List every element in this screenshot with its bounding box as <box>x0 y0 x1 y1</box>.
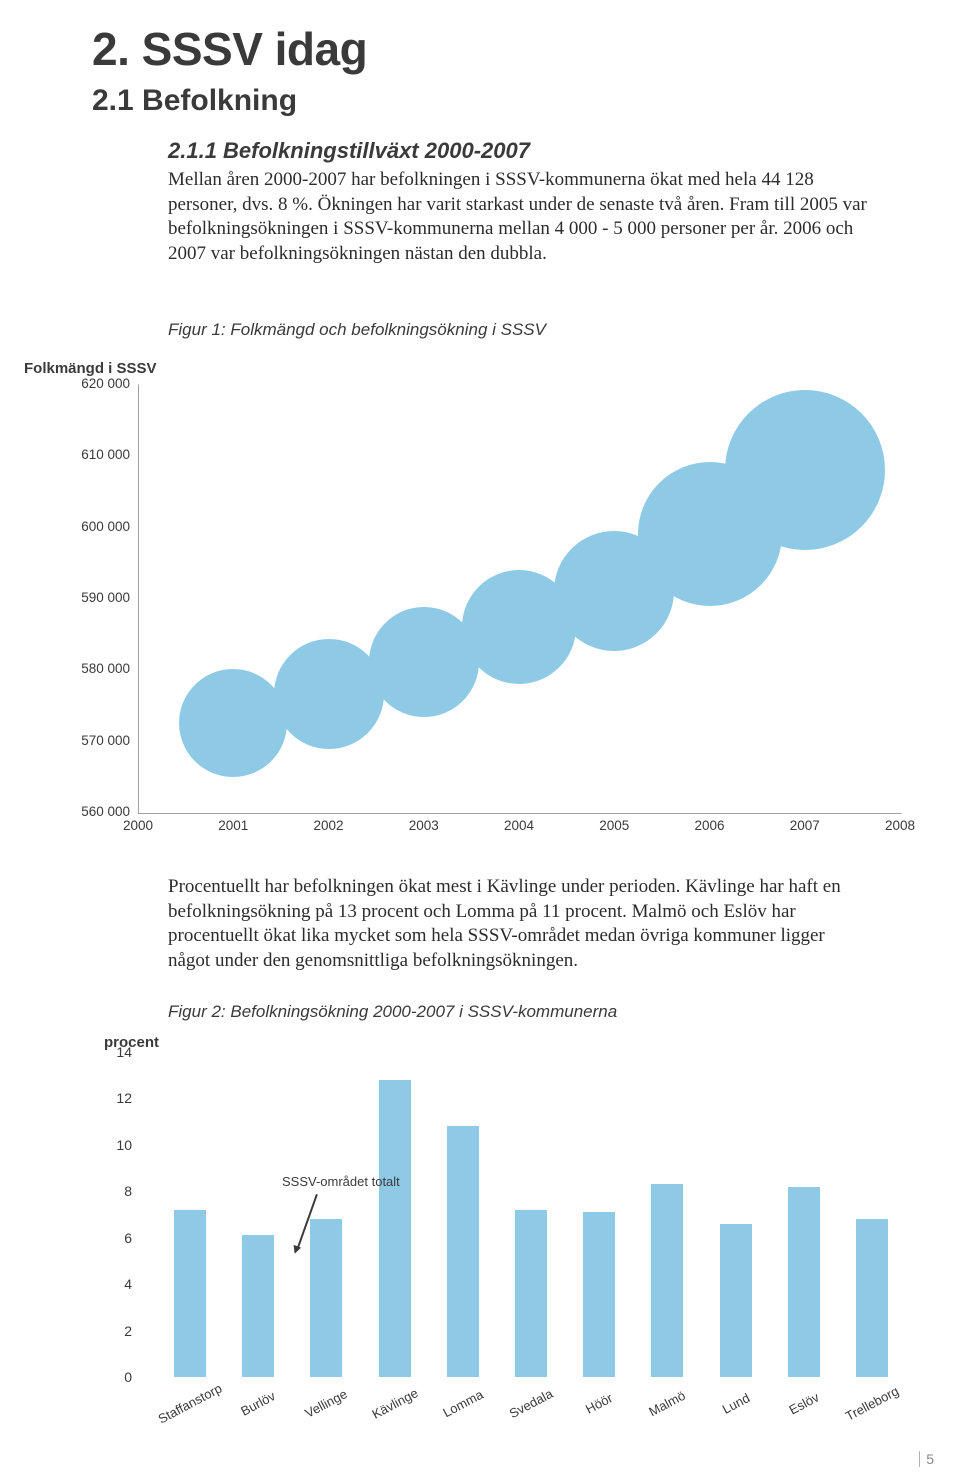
chart2-bar <box>583 1212 615 1377</box>
chart2-x-tick: Lund <box>719 1390 752 1417</box>
chart2-x-tick: Malmö <box>647 1388 688 1420</box>
chart2-y-tick: 0 <box>106 1369 132 1385</box>
chart2-x-tick: Svedala <box>507 1386 556 1421</box>
chart2-bar <box>310 1219 342 1377</box>
chart2-y-tick: 2 <box>106 1323 132 1339</box>
chart1-bubble <box>725 390 885 550</box>
chart1-x-tick: 2000 <box>123 818 153 833</box>
chart2-bar <box>174 1210 206 1377</box>
chart2-y-tick: 4 <box>106 1276 132 1292</box>
chart1-bubble <box>274 639 384 749</box>
chart2-y-tick: 14 <box>106 1044 132 1060</box>
chart2-x-tick: Höör <box>583 1390 615 1416</box>
chart1-y-tick: 580 000 <box>80 661 130 676</box>
chart1-x-tick: 2004 <box>504 818 534 833</box>
chart2-bar-chart: 02468101214StaffanstorpBurlövVellingeKäv… <box>106 1052 916 1417</box>
paragraph-1: Mellan åren 2000-2007 har befolkningen i… <box>168 168 868 267</box>
chart1-x-tick: 2005 <box>599 818 629 833</box>
chart2-y-tick: 10 <box>106 1137 132 1153</box>
chart1-x-tick: 2001 <box>218 818 248 833</box>
heading-subsubsection: 2.1.1 Befolkningstillväxt 2000-2007 <box>168 138 530 164</box>
chart2-x-tick: Trelleborg <box>843 1383 901 1423</box>
chart1-y-title: Folkmängd i SSSV <box>24 360 157 377</box>
chart2-bar <box>720 1224 752 1377</box>
document-page: 2. SSSV idag 2.1 Befolkning 2.1.1 Befolk… <box>0 0 960 1481</box>
chart1-x-tick: 2006 <box>694 818 724 833</box>
chart2-bar <box>242 1235 274 1377</box>
chart1-x-tick: 2007 <box>790 818 820 833</box>
chart1-x-tick: 2008 <box>885 818 915 833</box>
chart2-x-tick: Burlöv <box>238 1388 278 1419</box>
chart2-x-tick: Eslöv <box>786 1389 821 1417</box>
chart1-bubble <box>179 669 287 777</box>
chart2-bar <box>379 1080 411 1377</box>
chart2-x-tick: Kävlinge <box>369 1385 420 1422</box>
page-number: 5 <box>919 1451 934 1467</box>
chart1-x-tick: 2003 <box>409 818 439 833</box>
figure-2-caption: Figur 2: Befolkningsökning 2000-2007 i S… <box>168 1002 617 1022</box>
chart2-bar <box>447 1126 479 1377</box>
chart1-y-tick: 620 000 <box>80 376 130 391</box>
chart2-arrowhead <box>291 1245 301 1255</box>
chart1-y-tick: 570 000 <box>80 733 130 748</box>
chart1-bubble-chart: 560 000570 000580 000590 000600 000610 0… <box>84 382 902 832</box>
chart2-bar <box>651 1184 683 1377</box>
chart2-annotation: SSSV-området totalt <box>282 1174 400 1189</box>
chart2-y-tick: 12 <box>106 1090 132 1106</box>
chart2-x-tick: Vellinge <box>303 1386 350 1421</box>
figure-1-caption: Figur 1: Folkmängd och befolkningsökning… <box>168 320 546 340</box>
chart1-y-tick: 600 000 <box>80 519 130 534</box>
chart2-bar <box>515 1210 547 1377</box>
chart1-y-tick: 590 000 <box>80 590 130 605</box>
paragraph-2: Procentuellt har befolkningen ökat mest … <box>168 875 868 974</box>
chart2-x-tick: Lomma <box>440 1387 485 1421</box>
heading-subsection: 2.1 Befolkning <box>92 84 297 118</box>
chart1-x-tick: 2002 <box>313 818 343 833</box>
chart2-x-tick: Staffanstorp <box>156 1380 225 1426</box>
heading-section: 2. SSSV idag <box>92 22 367 76</box>
chart1-y-tick: 610 000 <box>80 447 130 462</box>
chart2-y-tick: 8 <box>106 1183 132 1199</box>
chart2-y-tick: 6 <box>106 1230 132 1246</box>
chart2-bar <box>856 1219 888 1377</box>
chart2-bar <box>788 1187 820 1377</box>
chart1-y-tick: 560 000 <box>80 804 130 819</box>
